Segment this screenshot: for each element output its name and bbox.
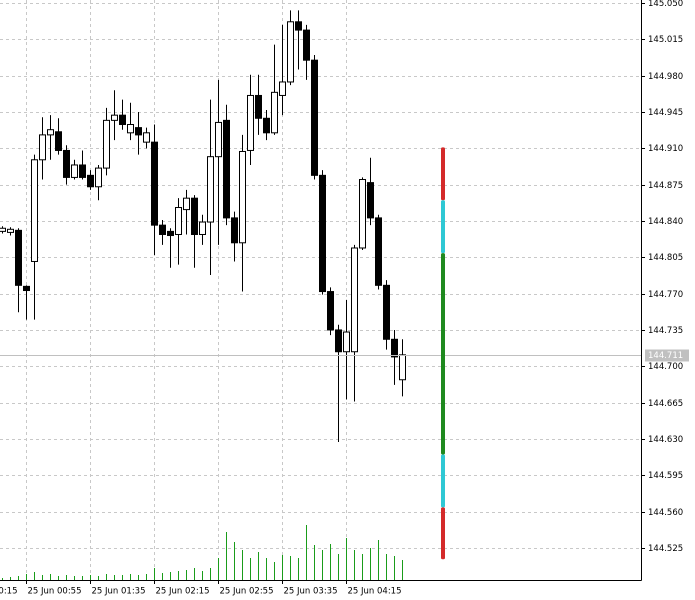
candle-body	[63, 149, 70, 178]
candle-body	[255, 94, 262, 119]
candle-body	[71, 164, 78, 178]
candle-body	[47, 129, 54, 136]
candle-body	[127, 124, 134, 134]
current-price-label: 144.711	[648, 351, 683, 361]
candle-body	[167, 230, 174, 237]
current-price-box	[645, 349, 689, 362]
candle-body	[7, 228, 14, 233]
candle-body	[279, 81, 286, 96]
candle-body	[87, 174, 94, 188]
candle-body	[303, 29, 310, 61]
candle-body	[31, 159, 38, 262]
candle-body	[319, 174, 326, 293]
indicator-segment	[441, 200, 445, 254]
indicator-segment	[441, 454, 445, 508]
y-tick-label: 144.910	[648, 144, 683, 154]
candle-body	[391, 338, 398, 358]
y-tick-label: 144.840	[648, 217, 683, 227]
candle-body	[239, 150, 246, 244]
y-tick-label: 145.015	[648, 35, 683, 45]
candle-body	[263, 117, 270, 134]
x-tick-label: 25 Jun 04:15	[348, 587, 402, 597]
candle-body	[191, 197, 198, 235]
y-tick-label: 144.560	[648, 508, 683, 518]
y-tick-label: 144.700	[648, 362, 683, 372]
y-tick-label: 144.770	[648, 290, 683, 300]
candle-body	[367, 182, 374, 219]
candle-body	[207, 156, 214, 223]
x-tick-label: 25 Jun 00:15	[0, 587, 18, 597]
candle-body	[103, 119, 110, 169]
candle-body	[199, 221, 206, 235]
candle-body	[151, 141, 158, 226]
candle-body	[215, 121, 222, 158]
candle-body	[135, 127, 142, 136]
candle-body	[111, 114, 118, 121]
indicator-segment	[441, 253, 445, 455]
candle-body	[375, 217, 382, 286]
candle-body	[383, 284, 390, 340]
candle-body	[335, 329, 342, 353]
y-tick-label: 144.735	[648, 326, 683, 336]
candle-body	[271, 91, 278, 134]
candle-body	[231, 217, 238, 244]
candle-body	[175, 207, 182, 235]
candle-body	[183, 197, 190, 211]
overlay-layer	[0, 147, 641, 560]
candle-body	[23, 285, 30, 292]
y-tick-label: 144.805	[648, 253, 683, 263]
candle-body	[143, 132, 150, 143]
y-tick-label: 144.875	[648, 181, 683, 191]
candle-body	[295, 21, 302, 31]
x-tick-label: 25 Jun 03:35	[284, 587, 338, 597]
indicator-segment	[441, 147, 445, 201]
x-tick-label: 25 Jun 01:35	[92, 587, 146, 597]
candle-body	[159, 224, 166, 235]
x-tick-label: 25 Jun 02:55	[220, 587, 274, 597]
x-tick-label: 25 Jun 02:15	[156, 587, 210, 597]
y-tick-label: 144.665	[648, 399, 683, 409]
candle-body	[247, 94, 254, 151]
y-tick-label: 144.595	[648, 471, 683, 481]
candle-body	[359, 178, 366, 249]
candle-body	[55, 131, 62, 151]
candle-layer	[0, 10, 406, 443]
y-tick-label: 145.050	[648, 0, 683, 9]
candle-body	[119, 114, 126, 126]
y-tick-label: 144.980	[648, 72, 683, 82]
candle-body	[399, 354, 406, 381]
volume-layer	[2, 525, 403, 580]
candle-body	[327, 291, 334, 331]
candle-body	[287, 21, 294, 83]
candle-body	[311, 59, 318, 176]
candle-body	[223, 119, 230, 219]
candle-body	[351, 247, 358, 353]
candle-body	[39, 134, 46, 161]
candle-body	[0, 227, 6, 232]
candle-body	[15, 229, 22, 286]
candle-body	[343, 331, 350, 353]
indicator-segment	[441, 507, 445, 560]
y-tick-label: 144.630	[648, 435, 683, 445]
y-tick-label: 144.525	[648, 544, 683, 554]
candle-body	[79, 164, 86, 178]
y-tick-label: 144.945	[648, 108, 683, 118]
candle-body	[95, 167, 102, 188]
x-tick-label: 25 Jun 00:55	[28, 587, 82, 597]
